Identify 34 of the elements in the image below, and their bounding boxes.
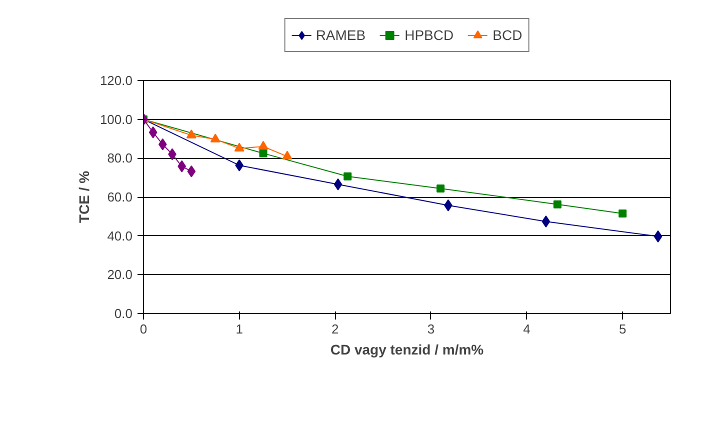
point [234,142,244,152]
y-tick-label: 100.0 [100,112,133,127]
point [436,184,445,192]
x-tick-label: 2 [332,322,339,336]
y-axis-title: TCE / % [76,170,92,224]
x-tick-label: 0 [140,322,148,336]
y-tick-label: 20.0 [107,267,133,282]
point [344,172,352,180]
x-tick-label: 1 [236,322,243,336]
legend-label: HPBCD [404,27,454,43]
point [618,210,627,218]
y-tick-label: 0.0 [114,306,133,321]
point [258,140,268,150]
point [654,230,662,242]
point [158,138,167,150]
y-tick-label: 40.0 [107,228,133,244]
y-tick-label: 80.0 [107,150,133,166]
point [148,126,158,138]
point [542,215,550,228]
point [334,178,342,190]
point [259,149,268,158]
legend-label: BCD [492,27,522,43]
point [210,134,220,142]
point [186,130,196,138]
x-tick-label: 3 [427,322,435,336]
x-axis-title: CD vagy tenzid / m/m% [330,342,484,358]
point [187,165,196,178]
x-tick-label: 5 [618,322,626,336]
legend-label: RAMEB [316,27,366,43]
point [553,200,562,208]
y-tick-label: 120.0 [100,73,133,88]
x-tick-label: 4 [523,322,530,336]
point [282,150,292,160]
y-tick-label: 60.0 [107,190,133,204]
